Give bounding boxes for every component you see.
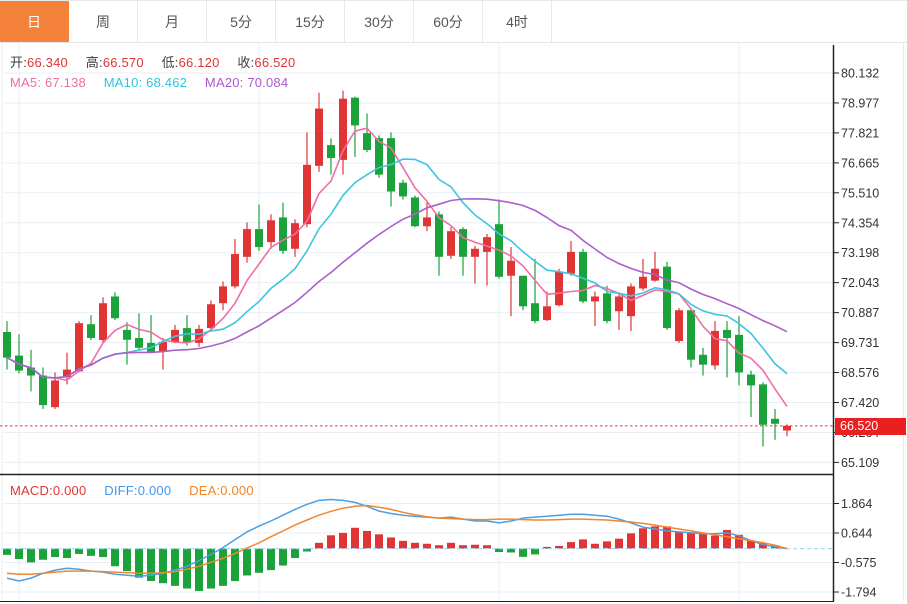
close-label: 收:	[237, 55, 255, 70]
svg-text:65.109: 65.109	[841, 456, 879, 470]
ma5-line	[6, 127, 788, 407]
tab-4hour[interactable]: 4时	[483, 1, 552, 42]
diff-line	[6, 498, 788, 582]
tab-day[interactable]: 日	[0, 1, 69, 42]
open-label: 开:	[10, 55, 28, 70]
dea-label: DEA:	[189, 483, 221, 498]
candlestick-chart-canvas[interactable]: 80.132 78.977 77.821 76.665 75.510 74.354 73.1…	[0, 43, 907, 604]
ma20-line	[6, 197, 788, 379]
svg-text:68.576: 68.576	[841, 366, 879, 380]
period-toolbar: 日 周 月 5分 15分 30分 60分 4时	[0, 1, 907, 43]
ma10-label: MA10:	[103, 75, 143, 90]
svg-text:70.887: 70.887	[841, 306, 879, 320]
svg-text:78.977: 78.977	[841, 96, 879, 110]
ma20-value: 70.084	[247, 75, 289, 90]
tab-5min[interactable]: 5分	[207, 1, 276, 42]
tab-month[interactable]: 月	[138, 1, 207, 42]
macd-info-row: MACD:0.000 DIFF:0.000 DEA:0.000	[10, 483, 254, 498]
ohlc-info-row: 开:66.340 高:66.570 低:66.120 收:66.520	[10, 52, 295, 71]
tab-week[interactable]: 周	[69, 1, 138, 42]
low-label: 低:	[161, 55, 179, 70]
ma5-label: MA5:	[10, 75, 42, 90]
open-value: 66.340	[27, 55, 68, 70]
svg-text:72.043: 72.043	[841, 276, 879, 290]
low-value: 66.120	[178, 55, 220, 70]
tab-15min[interactable]: 15分	[276, 1, 345, 42]
current-price-badge: 66.520	[835, 418, 906, 435]
ma10-line	[6, 158, 788, 379]
diff-label: DIFF:	[104, 483, 138, 498]
svg-text:77.821: 77.821	[841, 126, 879, 140]
dea-value: 0.000	[220, 483, 254, 498]
svg-text:69.731: 69.731	[841, 336, 879, 350]
axes	[0, 45, 835, 602]
svg-text:0.644: 0.644	[841, 527, 872, 541]
svg-text:-0.575: -0.575	[841, 556, 876, 570]
close-value: 66.520	[254, 55, 296, 70]
high-value: 66.570	[102, 55, 144, 70]
dea-line	[6, 504, 788, 576]
ma5-value: 67.138	[44, 75, 86, 90]
candles	[3, 90, 791, 447]
tab-30min[interactable]: 30分	[345, 1, 414, 42]
svg-text:67.420: 67.420	[841, 396, 879, 410]
svg-text:1.864: 1.864	[841, 497, 872, 511]
ma-lines	[6, 127, 788, 407]
ma-info-row: MA5: 67.138 MA10: 68.462 MA20: 70.084	[10, 75, 288, 90]
svg-text:-1.794: -1.794	[841, 586, 876, 600]
svg-text:75.510: 75.510	[841, 186, 879, 200]
ma20-label: MA20:	[204, 75, 244, 90]
macd-value: 0.000	[52, 483, 87, 498]
svg-text:80.132: 80.132	[841, 67, 879, 81]
svg-text:76.665: 76.665	[841, 156, 879, 170]
diff-value: 0.000	[137, 483, 172, 498]
svg-text:74.354: 74.354	[841, 216, 879, 230]
macd-label: MACD:	[10, 483, 53, 498]
tab-60min[interactable]: 60分	[414, 1, 483, 42]
svg-text:73.198: 73.198	[841, 246, 879, 260]
macd-panel	[2, 498, 833, 591]
high-label: 高:	[85, 55, 103, 70]
axis-labels: 80.132 78.977 77.821 76.665 75.510 74.354 73.1…	[833, 67, 879, 600]
ma10-value: 68.462	[146, 75, 188, 90]
